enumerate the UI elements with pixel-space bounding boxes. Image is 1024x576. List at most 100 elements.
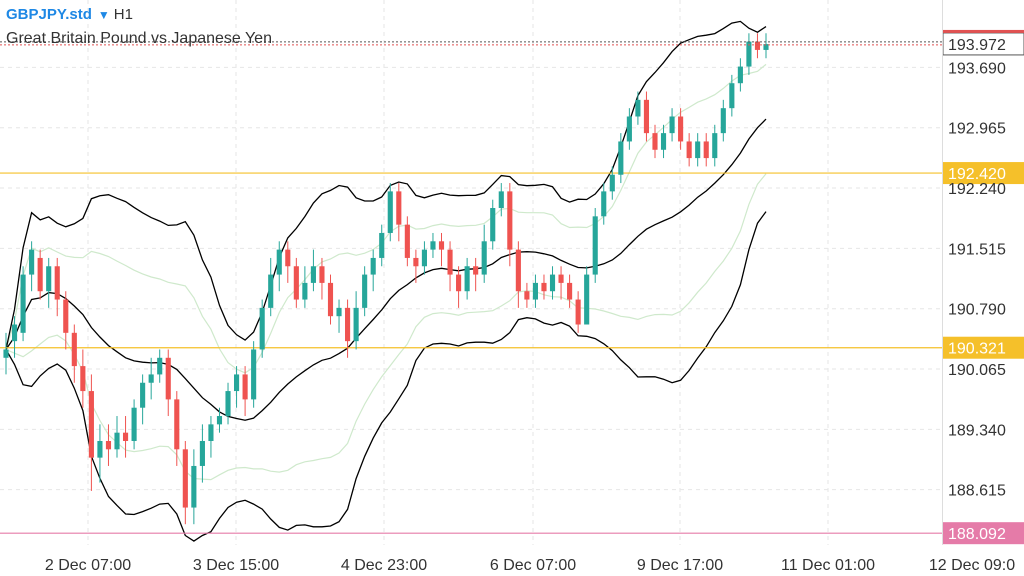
y-tick-label: 190.790 [948,302,1006,319]
candle-body [686,141,692,159]
x-tick-label: 11 Dec 01:00 [781,557,875,574]
x-tick-label: 3 Dec 15:00 [193,557,279,574]
y-tick-label: 192.240 [948,181,1006,198]
candle-body [191,465,197,508]
x-tick-label: 2 Dec 07:00 [45,557,131,574]
candle-body [276,249,282,275]
candle-body [404,224,410,258]
candle-body [618,141,624,175]
candle-body [353,307,359,342]
current-price-line: 193.972 [0,29,1024,56]
y-tick-label: 192.965 [948,121,1006,138]
candle-body [575,299,581,325]
candle-body [199,440,205,466]
grid-lines [0,0,942,545]
candle-body [71,332,77,367]
candle-body [362,274,368,308]
candle-body [122,432,129,441]
candle-body [456,274,462,292]
candle-body [131,407,137,441]
candle-body [746,41,752,67]
candle-body [396,191,402,225]
candle-body [549,274,556,292]
candle-body [507,191,513,250]
y-tick-label: 189.340 [948,422,1006,439]
candle-body [643,99,650,134]
candle-body [54,266,60,300]
candle-body [763,44,769,50]
candle-body [729,83,735,109]
candle-body [532,282,538,300]
level-label-bg [943,162,1024,185]
candle-body [80,366,86,392]
candle-body [268,274,274,308]
candle-body [225,391,231,417]
candle-body [498,191,504,209]
candle-body [626,116,632,142]
candle-body [490,208,496,242]
candle-body [703,141,709,159]
horizontal-levels[interactable]: 192.420 190.321 188.092 [0,162,1024,545]
time-axis: 2 Dec 07:00 3 Dec 15:00 4 Dec 23:00 6 Dec 0… [45,557,1015,574]
level-label: 190.321 [948,341,1006,358]
outer-band-upper [5,20,767,350]
candle-body [234,374,240,392]
level-label-bg [943,522,1024,545]
candle-body [737,66,743,84]
outer-band-lower [5,211,767,542]
candle-body [3,349,9,358]
symbol-description: Great Britain Pound vs Japanese Yen [6,30,272,47]
candle-body [285,249,291,267]
candle-body [310,266,316,283]
inner-band-lower [5,173,767,481]
candle-body [208,424,214,441]
candle-body [140,382,146,408]
candle-body [515,249,521,292]
candle-body [712,133,718,159]
candle-body [370,257,376,275]
current-price-accent [943,29,1024,33]
y-tick-label: 191.515 [948,241,1006,258]
band-middle [5,118,767,421]
candle-body [29,249,35,275]
candle-body [148,374,154,383]
candle-body [319,266,325,283]
candle-body [558,274,564,283]
candle-body [541,282,547,292]
candle-body [216,416,223,425]
dropdown-arrow-icon[interactable]: ▼ [97,8,110,22]
y-tick-label: 193.690 [948,60,1006,77]
level-label-bg [943,336,1024,359]
candle-body [387,191,393,233]
inner-band-upper [5,63,767,374]
candle-body [567,282,573,300]
candle-body [259,307,265,350]
bollinger-bands [5,20,767,542]
candle-body [695,141,701,159]
candle-body [601,191,607,217]
x-tick-label: 12 Dec 09:0 [929,557,1015,574]
level-label: 192.420 [948,166,1006,183]
candle-body [438,241,445,250]
symbol-name[interactable]: GBPJPY.std [6,6,92,23]
candle-body [174,399,180,450]
x-tick-label: 4 Dec 23:00 [341,557,427,574]
candle-body [114,432,120,450]
timeframe-label[interactable]: H1 [113,6,133,23]
candle-body [165,357,171,400]
y-tick-label: 190.065 [948,362,1006,379]
candle-body [447,249,453,275]
candle-body [302,282,308,300]
symbol-header[interactable]: GBPJPY.std ▼ H1 [6,6,133,24]
candle-body [20,274,26,333]
y-tick-label: 188.615 [948,483,1006,500]
candle-body [242,374,248,400]
candle-body [182,449,188,508]
candle-body [97,440,103,458]
candle-body [379,232,385,258]
candle-body [251,349,257,400]
candle-body [669,116,675,134]
candle-body [293,266,299,300]
candle-body [481,241,487,275]
